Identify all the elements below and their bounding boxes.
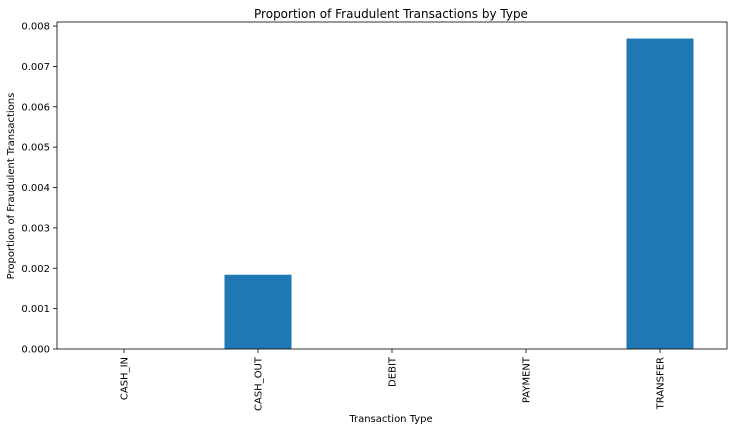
y-tick-label: 0.004 [21, 183, 50, 194]
y-tick-label: 0.002 [21, 264, 50, 275]
y-tick-label: 0.000 [21, 345, 50, 356]
x-tick-label: TRANSFER [656, 357, 667, 410]
x-tick-label: CASH_IN [120, 357, 131, 400]
y-tick-label: 0.001 [21, 304, 50, 315]
bar-transfer [626, 38, 694, 350]
y-tick-label: 0.006 [21, 102, 50, 113]
y-tick-label: 0.007 [21, 62, 50, 73]
y-tick-label: 0.005 [21, 143, 50, 154]
x-tick-label: PAYMENT [522, 356, 533, 403]
x-tick-label: CASH_OUT [254, 356, 265, 411]
x-axis-label: Transaction Type [348, 414, 432, 425]
plot-frame [56, 21, 728, 350]
chart-title: Proportion of Fraudulent Transactions by… [254, 7, 528, 21]
x-tick-label: DEBIT [388, 356, 399, 387]
y-axis-ticks: 0.000 0.001 0.002 0.003 0.004 0.005 0.006 0.007… [21, 22, 57, 356]
y-tick-label: 0.008 [21, 22, 50, 33]
bar-cash-out [224, 274, 292, 349]
bars-group [224, 38, 694, 350]
x-axis-ticks: CASH_IN CASH_OUT DEBIT PAYMENT TRANSFER [120, 349, 667, 411]
y-axis-label: Proportion of Fraudulent Transactions [6, 93, 17, 280]
y-tick-label: 0.003 [21, 223, 50, 234]
